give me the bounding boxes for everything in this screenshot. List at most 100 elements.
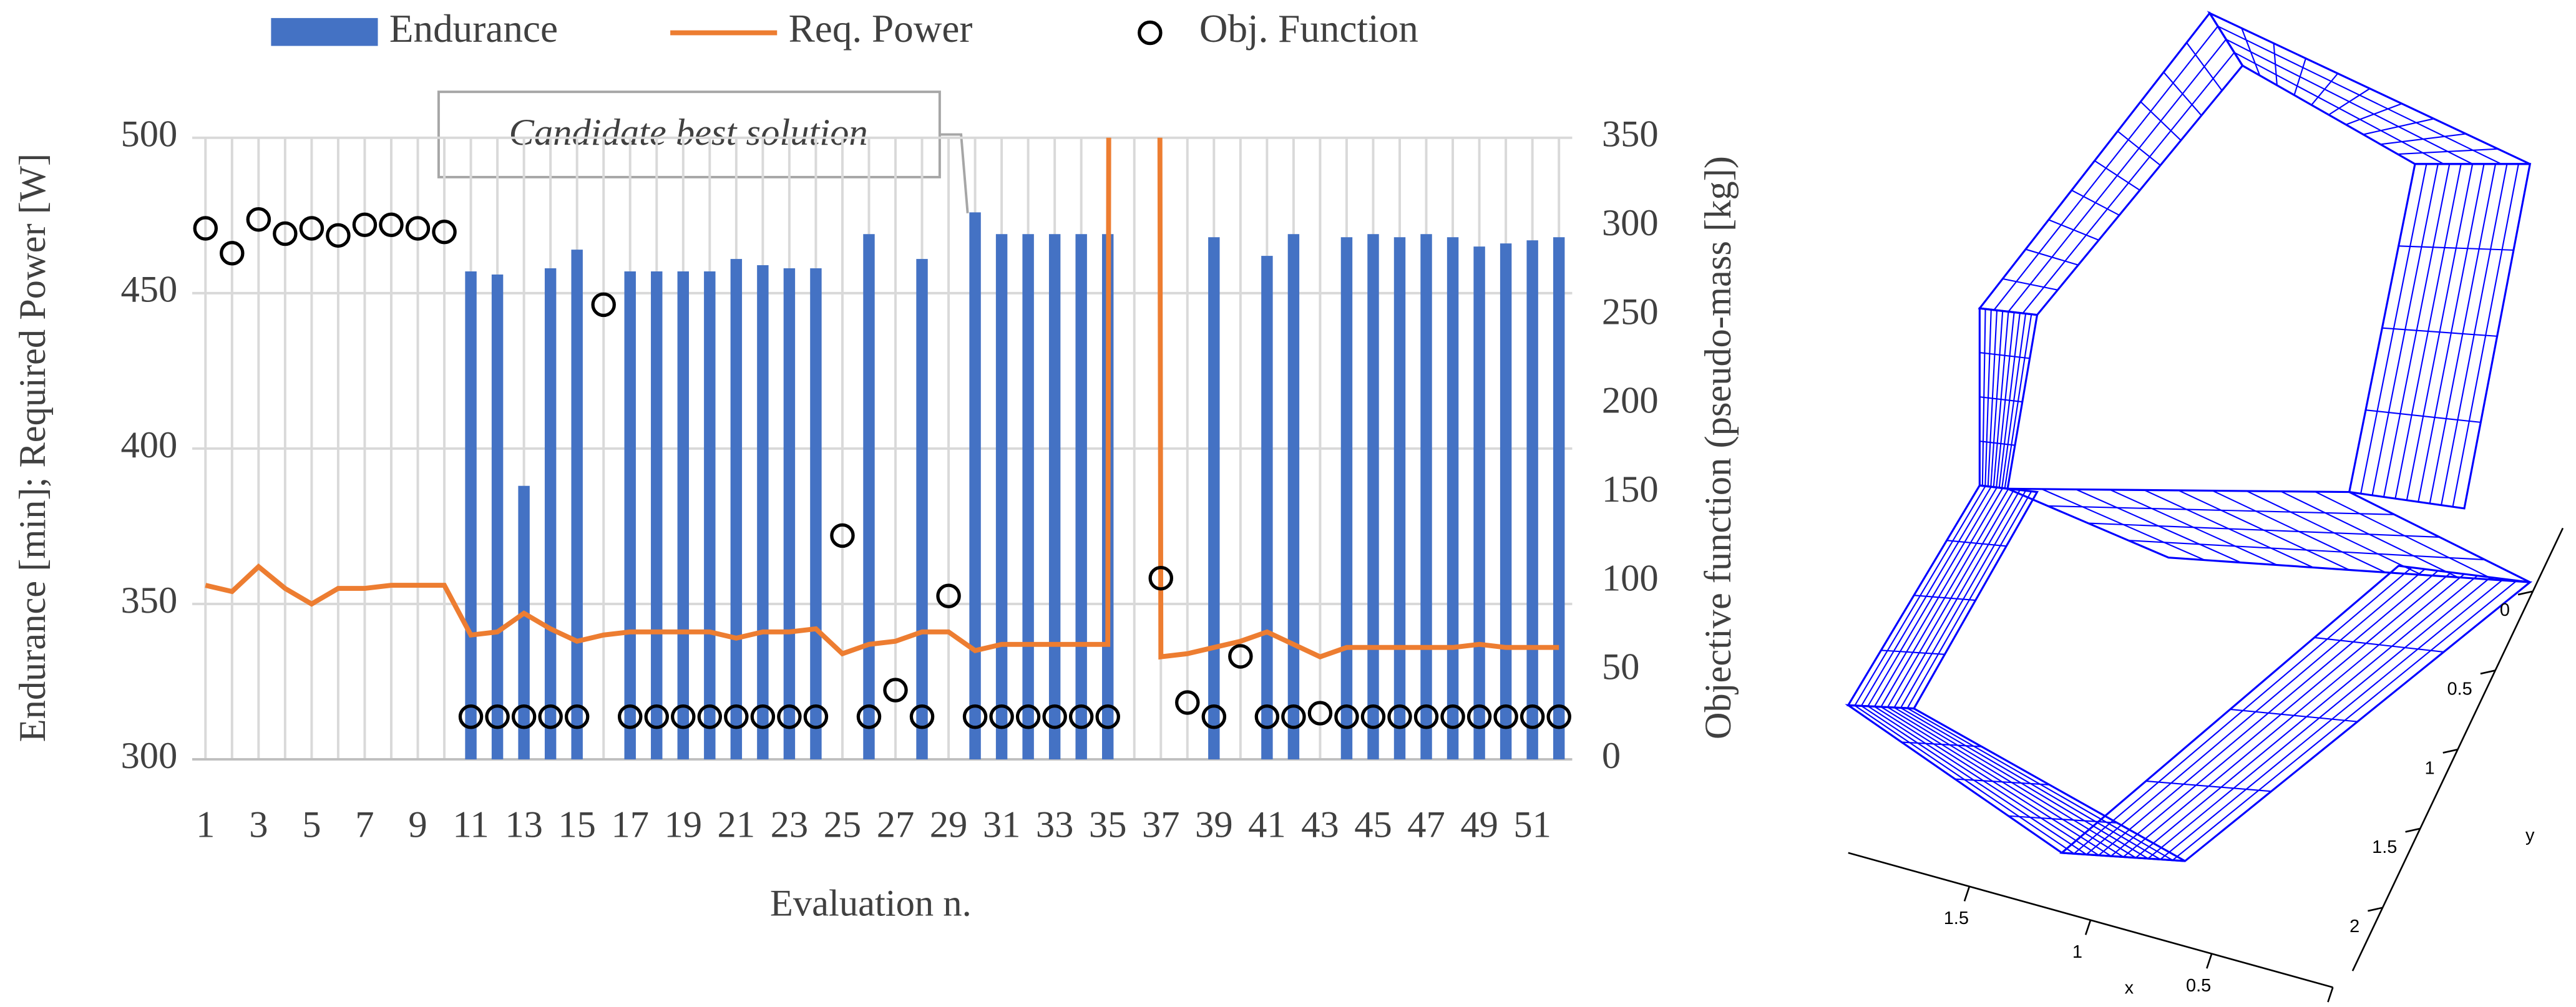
x-tick-label: 35 (1089, 804, 1127, 845)
legend-swatch (271, 17, 378, 46)
wire-line (1954, 778, 2050, 786)
x-tick-label: 23 (771, 804, 809, 845)
y-tick-3d (2405, 827, 2421, 833)
marker (1254, 704, 1280, 729)
marker (1201, 704, 1227, 729)
y-tick-label: 400 (121, 424, 178, 466)
bar (1420, 234, 1432, 760)
bar (1500, 243, 1512, 760)
marker (432, 219, 457, 245)
bar (571, 250, 583, 760)
marker (1015, 704, 1041, 729)
bar (863, 234, 875, 760)
bar (704, 271, 716, 760)
y2-tick-label: 250 (1602, 291, 1659, 333)
marker (538, 704, 563, 729)
wire-line (2008, 39, 2227, 313)
wire-line (1979, 440, 2016, 446)
x-tick-3d (1963, 886, 1971, 902)
x-tick-label: 41 (1248, 804, 1286, 845)
marker (856, 704, 882, 729)
bar (677, 271, 689, 760)
legend-label: Endurance (389, 7, 558, 51)
marker (777, 704, 802, 729)
y-tick-3d (2480, 669, 2496, 675)
wire-line (1881, 649, 1945, 655)
y-tick-label-3d: 1 (2424, 758, 2434, 778)
marker (1307, 701, 1333, 726)
y2-tick-label: 350 (1602, 114, 1659, 155)
marker (511, 704, 537, 729)
x-tick-label: 31 (983, 804, 1021, 845)
marker (220, 241, 245, 266)
x-tick-3d (2327, 987, 2334, 1003)
y-tick-3d (2368, 907, 2383, 912)
bar (783, 268, 796, 760)
wire-line (2230, 708, 2358, 722)
marker (1281, 704, 1306, 729)
bar (810, 268, 822, 760)
bar (995, 234, 1008, 760)
x-tick-label: 11 (452, 804, 489, 845)
marker (1387, 704, 1412, 729)
x-tick-label: 29 (930, 804, 968, 845)
x-tick-label: 45 (1354, 804, 1392, 845)
marker (1175, 690, 1200, 715)
wire-line (2398, 245, 2514, 251)
x-tick-label: 47 (1407, 804, 1445, 845)
marker (1413, 704, 1439, 729)
x-tick-label: 9 (408, 804, 427, 845)
bar (757, 265, 769, 760)
bar (544, 268, 557, 760)
y2-tick-label: 100 (1602, 557, 1659, 599)
wire-line (2145, 780, 2271, 792)
bar (1340, 237, 1353, 760)
annotation-box (437, 90, 941, 178)
bar (1261, 256, 1273, 760)
marker (1042, 704, 1067, 729)
marker (644, 704, 669, 729)
x-tick-label: 17 (611, 804, 649, 845)
x-tick-label: 19 (665, 804, 703, 845)
marker (591, 292, 616, 318)
marker (962, 704, 988, 729)
x-tick-label: 51 (1513, 804, 1551, 845)
x-tick-label: 39 (1195, 804, 1233, 845)
marker (1520, 704, 1545, 729)
bar (651, 271, 663, 760)
marker (909, 704, 935, 729)
wire-line (1979, 396, 2022, 403)
y2-tick-label: 50 (1602, 646, 1640, 688)
marker (379, 212, 404, 237)
x-tick-label-3d: 1 (2072, 942, 2082, 962)
y-tick-label: 500 (121, 114, 178, 155)
marker (803, 704, 829, 729)
marker (326, 223, 351, 248)
bar (1473, 246, 1485, 760)
y-tick-3d (2517, 590, 2534, 596)
marker (671, 704, 696, 729)
x-tick-label: 27 (877, 804, 915, 845)
wire-line (1913, 595, 1976, 601)
legend-label: Obj. Function (1199, 7, 1418, 51)
marker (1228, 644, 1253, 669)
y2-tick-label: 300 (1602, 202, 1659, 244)
x-axis-title: Evaluation n. (770, 883, 972, 925)
x-tick-label: 21 (718, 804, 756, 845)
bar (1393, 237, 1406, 760)
wire-line (2225, 39, 2473, 165)
marker (1095, 704, 1120, 729)
annotation: Candidate best solution (509, 112, 867, 153)
x-axis-title-3d: x (2125, 978, 2134, 998)
y-tick-label: 300 (121, 735, 178, 777)
bar (1553, 237, 1565, 760)
y2-tick-label: 0 (1602, 735, 1621, 777)
wire-line (1946, 540, 2007, 547)
y2-tick-label: 150 (1602, 469, 1659, 510)
wire-line (2365, 409, 2481, 423)
wire-line (2022, 52, 2235, 314)
x-tick-label: 3 (249, 804, 268, 845)
marker (1334, 704, 1359, 729)
marker (458, 704, 484, 729)
